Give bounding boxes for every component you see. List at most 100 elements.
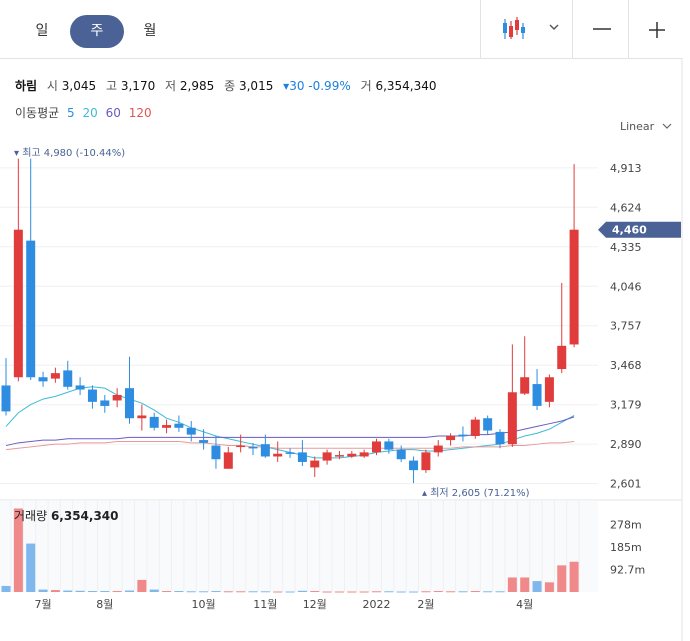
candle-body [421, 452, 431, 471]
candle [50, 367, 60, 383]
volume-bar [384, 591, 394, 593]
candle-body [396, 449, 406, 460]
candle-body [87, 389, 97, 402]
open-label: 시 [46, 79, 58, 93]
scale-mode: Linear [620, 120, 655, 133]
min-annotation: ▴ 최저 2,605 (71.21%) [422, 487, 530, 499]
volume-bar [50, 590, 60, 592]
stock-name: 하림 [15, 79, 38, 93]
chevron-down-icon [662, 123, 672, 129]
chart-type-selector[interactable] [480, 0, 573, 58]
candle [248, 442, 258, 456]
candle-body [285, 452, 295, 454]
minus-icon [593, 28, 611, 30]
candle [174, 415, 184, 432]
max-annotation: ▾ 최고 4,980 (-10.44%) [14, 147, 125, 159]
candle [322, 449, 332, 465]
candle-body [310, 460, 320, 468]
candle-body [297, 452, 307, 462]
volume-pane-value: 6,354,340 [51, 509, 119, 523]
candle-body [38, 377, 48, 382]
candle-body [520, 377, 530, 394]
candle [100, 395, 110, 413]
top-bar: 일 주 월 [0, 0, 682, 59]
candle [162, 419, 172, 434]
volume-bar [260, 591, 270, 593]
candle-body [186, 427, 196, 435]
candle-body [334, 455, 344, 457]
candle-body [322, 452, 332, 461]
close-label: 종 [224, 79, 236, 93]
candle-body [532, 384, 542, 406]
candle [75, 377, 85, 396]
ma-20[interactable]: 20 [82, 106, 98, 120]
volume-bar [310, 591, 320, 593]
x-tick-label: 12월 [303, 598, 327, 611]
volume-bar [322, 591, 332, 593]
candle [125, 356, 134, 424]
ma-60[interactable]: 60 [105, 106, 121, 120]
volume-bar [359, 591, 369, 593]
high-value: 3,170 [120, 79, 156, 93]
volume-bar [38, 589, 48, 592]
tab-week[interactable]: 주 [70, 15, 124, 48]
ma-120[interactable]: 120 [128, 106, 152, 120]
candle [421, 449, 431, 473]
tab-month[interactable]: 월 [143, 23, 157, 39]
candle [569, 164, 579, 348]
volume-bar [520, 577, 530, 592]
candle-body [544, 377, 554, 402]
candle-body [372, 441, 381, 453]
candle [372, 438, 381, 456]
candle [347, 451, 357, 458]
candle [433, 440, 443, 457]
volume-value: 6,354,340 [375, 79, 437, 93]
volume-tick-label: 278m [610, 519, 642, 532]
price-tick-label: 4,624 [610, 201, 642, 214]
zoom-out-button[interactable] [572, 0, 629, 58]
x-tick-label: 8월 [96, 598, 113, 611]
candle-body [446, 435, 456, 441]
candle [409, 456, 419, 484]
volume-bar [273, 591, 283, 593]
candle [495, 429, 505, 449]
volume-bar [421, 591, 431, 593]
candle-body [211, 445, 221, 460]
candle-body [495, 431, 505, 445]
volume-bar [334, 591, 344, 593]
candle-body [63, 370, 73, 387]
volume-bar [63, 590, 73, 592]
scale-selector[interactable]: Linear [620, 120, 672, 133]
volume-bar [532, 581, 542, 592]
candle [223, 446, 233, 469]
volume-bar [13, 508, 23, 592]
volume-bar [285, 591, 295, 593]
candle [149, 412, 159, 431]
x-tick-label: 10월 [192, 598, 216, 611]
candle-body [347, 453, 357, 457]
volume-bar [174, 591, 184, 593]
chevron-down-icon [549, 24, 559, 30]
ma-5[interactable]: 5 [67, 106, 75, 120]
current-price-label: 4,460 [612, 224, 647, 237]
candle-body [75, 385, 85, 390]
price-tick-label: 3,179 [610, 399, 642, 412]
volume-bar [112, 591, 122, 593]
volume-pane-title: 거래량 [14, 509, 51, 523]
close-value: 3,015 [238, 79, 274, 93]
candle-body [50, 373, 60, 379]
candle [310, 456, 320, 477]
moving-average-label: 이동평균 [15, 106, 60, 120]
zoom-in-button[interactable] [628, 0, 683, 58]
volume-bar [297, 590, 307, 592]
volume-bar [446, 591, 456, 593]
volume-bar [347, 591, 357, 593]
volume-bar [137, 579, 147, 592]
candle [199, 429, 209, 450]
tab-day[interactable]: 일 [35, 23, 49, 39]
volume-bar [495, 591, 505, 593]
candle-body [483, 418, 493, 431]
low-value: 2,985 [179, 79, 215, 93]
volume-label: 거 [360, 79, 372, 93]
